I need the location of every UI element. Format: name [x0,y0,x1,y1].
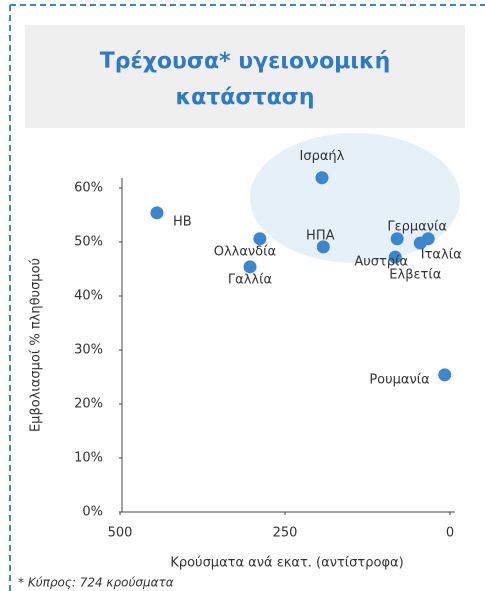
point-label: Ολλανδία [214,244,276,259]
point [388,250,402,264]
x-tick-label: 0 [446,526,454,541]
point [315,171,329,185]
y-tick-label: 50% [74,235,103,250]
chart-title: κατάσταση [176,85,315,110]
point-label: Γερμανία [387,219,447,234]
y-tick-label: 0% [82,505,103,520]
point [421,232,435,246]
y-tick-label: 10% [74,451,103,466]
y-tick-label: 20% [74,397,103,412]
point [150,206,164,220]
x-axis-label: Κρούσματα ανά εκατ. (αντίστροφα) [170,556,403,571]
chart-title: Τρέχουσα* υγειονομική [100,49,391,74]
x-tick-label: 500 [108,526,133,541]
point-label: Ρουμανία [369,372,429,387]
highlight [250,133,460,263]
point-label: Ελβετία [389,268,441,283]
point-label: ΗΒ [173,214,192,229]
y-tick-label: 30% [74,343,103,358]
point [316,240,330,254]
point [253,232,267,246]
y-tick-label: 40% [74,289,103,304]
footnote: * Κύπρος: 724 κρούσματα [18,576,174,590]
title-box [25,25,465,128]
y-axis-label: Εμβολιασμοί % πληθυσμού [29,258,44,432]
point-label: Ισραήλ [300,149,345,164]
point [438,368,452,382]
point-label: ΗΠΑ [306,228,335,243]
point [390,232,404,246]
point [243,260,257,274]
point-label: Γαλλία [228,272,272,287]
point-label: Αυστρία [354,255,408,270]
y-tick-label: 60% [74,181,103,196]
x-tick-label: 250 [273,526,298,541]
point-label: Ιταλία [421,247,462,262]
